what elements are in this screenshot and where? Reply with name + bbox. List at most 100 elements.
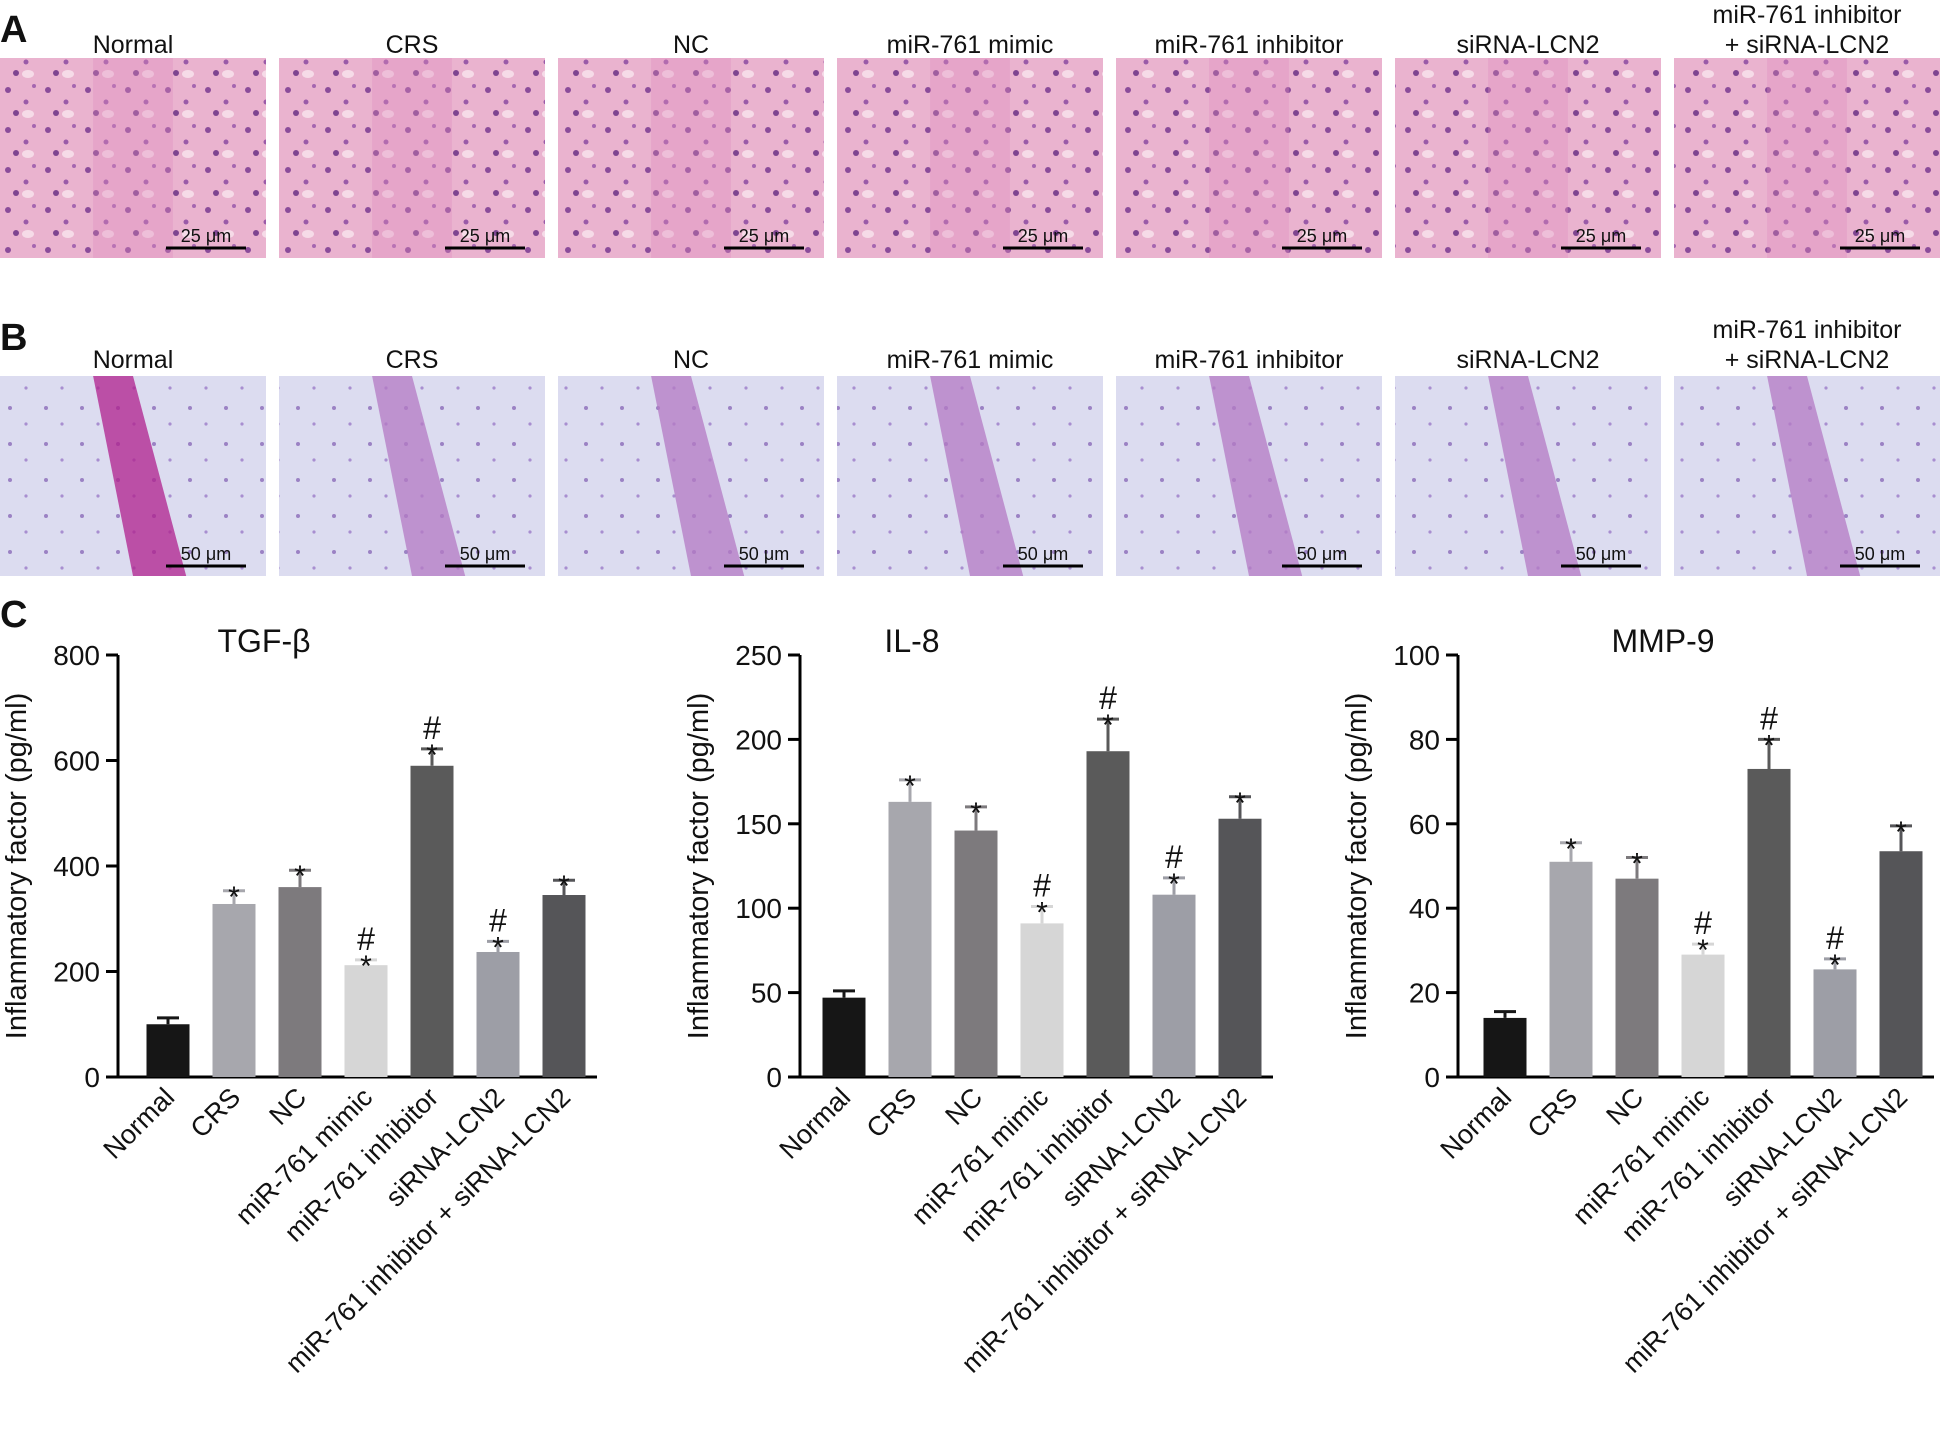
y-tick-label: 800 — [53, 640, 100, 671]
error-bar — [553, 878, 575, 896]
y-tick-label: 250 — [735, 640, 782, 671]
tissue-overlay — [1488, 58, 1568, 258]
y-tick-label: 0 — [1424, 1062, 1440, 1093]
significance-marker: * — [360, 950, 372, 983]
y-tick-label: 60 — [1409, 809, 1440, 840]
x-tick-label: Normal — [98, 1082, 181, 1165]
histology-image — [1116, 58, 1382, 258]
significance-marker: * — [1168, 868, 1180, 901]
image-title: miR-761 mimic — [887, 346, 1054, 374]
y-tick-label: 40 — [1409, 893, 1440, 924]
significance-marker: * — [904, 770, 916, 803]
image-title: + siRNA-LCN2 — [1725, 346, 1890, 374]
error-bar — [1494, 1010, 1516, 1018]
scale-bar-label: 25 μm — [1855, 226, 1905, 246]
bar — [476, 951, 520, 1077]
bar — [1549, 861, 1593, 1077]
bar — [1615, 878, 1659, 1077]
y-tick-label: 150 — [735, 809, 782, 840]
scale-bar-label: 50 μm — [1297, 544, 1347, 564]
bar — [1152, 894, 1196, 1077]
x-tick-label: CRS — [861, 1082, 923, 1144]
y-axis-label: Inflammatory factor (pg/ml) — [1341, 693, 1373, 1039]
y-tick-label: 200 — [735, 724, 782, 755]
x-tick-label: CRS — [185, 1082, 247, 1144]
significance-marker: # — [1165, 839, 1183, 875]
error-bar — [1758, 737, 1780, 769]
image-title: miR-761 mimic — [887, 31, 1054, 59]
scale-bar-label: 50 μm — [1855, 544, 1905, 564]
significance-marker: * — [1829, 949, 1841, 982]
image-title: miR-761 inhibitor — [1713, 316, 1902, 344]
error-bar — [1824, 957, 1846, 970]
significance-marker: * — [492, 931, 504, 964]
significance-marker: * — [1234, 787, 1246, 820]
error-bar — [289, 868, 311, 888]
tissue-overlay — [1767, 58, 1847, 258]
error-bar — [1890, 824, 1912, 852]
y-axis-label: Inflammatory factor (pg/ml) — [683, 693, 715, 1039]
tissue-strip — [1209, 376, 1303, 576]
scale-bar-label: 50 μm — [739, 544, 789, 564]
image-title: siRNA-LCN2 — [1456, 31, 1599, 59]
scale-bar-label: 25 μm — [1297, 226, 1347, 246]
significance-marker: * — [426, 739, 438, 772]
bar — [542, 895, 586, 1077]
x-tick-label: Normal — [1435, 1082, 1518, 1165]
tissue-strip — [1488, 376, 1582, 576]
significance-marker: * — [1102, 709, 1114, 742]
error-bar — [1229, 795, 1251, 819]
bar — [1813, 969, 1857, 1077]
histology-image — [0, 58, 266, 258]
y-tick-label: 100 — [735, 893, 782, 924]
bar — [278, 887, 322, 1077]
tissue-overlay — [930, 58, 1010, 258]
scale-bar-label: 25 μm — [181, 226, 231, 246]
error-bar — [1560, 841, 1582, 862]
error-bar — [1031, 905, 1053, 924]
histology-image — [1674, 58, 1940, 258]
histology-image — [1395, 58, 1661, 258]
image-title: Normal — [93, 346, 174, 374]
significance-marker: * — [1631, 848, 1643, 881]
y-tick-label: 20 — [1409, 978, 1440, 1009]
image-title: + siRNA-LCN2 — [1725, 31, 1890, 59]
significance-marker: * — [228, 881, 240, 914]
y-axis-label: Inflammatory factor (pg/ml) — [1, 693, 33, 1039]
y-tick-label: 50 — [751, 978, 782, 1009]
error-bar — [355, 958, 377, 966]
x-tick-label: CRS — [1522, 1082, 1584, 1144]
y-tick-label: 200 — [53, 957, 100, 988]
significance-marker: * — [1763, 729, 1775, 762]
error-bar — [1163, 876, 1185, 895]
tissue-strip — [372, 376, 466, 576]
chart-title: TGF-β — [217, 623, 310, 659]
scale-bar-label: 25 μm — [1018, 226, 1068, 246]
histology-image — [837, 58, 1103, 258]
x-tick-label: NC — [939, 1082, 988, 1131]
bar — [410, 765, 454, 1077]
x-tick-label: NC — [263, 1082, 312, 1131]
y-tick-label: 600 — [53, 746, 100, 777]
x-tick-label: Normal — [774, 1082, 857, 1165]
bar — [1747, 768, 1791, 1077]
bar — [1086, 751, 1130, 1077]
bar — [1681, 954, 1725, 1077]
error-bar — [1626, 856, 1648, 879]
scale-bar-label: 25 μm — [1576, 226, 1626, 246]
y-tick-label: 80 — [1409, 724, 1440, 755]
bar — [1879, 851, 1923, 1077]
error-bar — [833, 989, 855, 998]
significance-marker: * — [558, 870, 570, 903]
image-title: miR-761 inhibitor — [1713, 1, 1902, 29]
significance-marker: # — [1033, 868, 1051, 904]
image-title: miR-761 inhibitor — [1155, 31, 1344, 59]
significance-marker: # — [1826, 920, 1844, 956]
image-title: miR-761 inhibitor — [1155, 346, 1344, 374]
significance-marker: # — [489, 902, 507, 938]
panel-label: A — [0, 9, 27, 51]
image-title: siRNA-LCN2 — [1456, 346, 1599, 374]
image-title: CRS — [386, 346, 439, 374]
